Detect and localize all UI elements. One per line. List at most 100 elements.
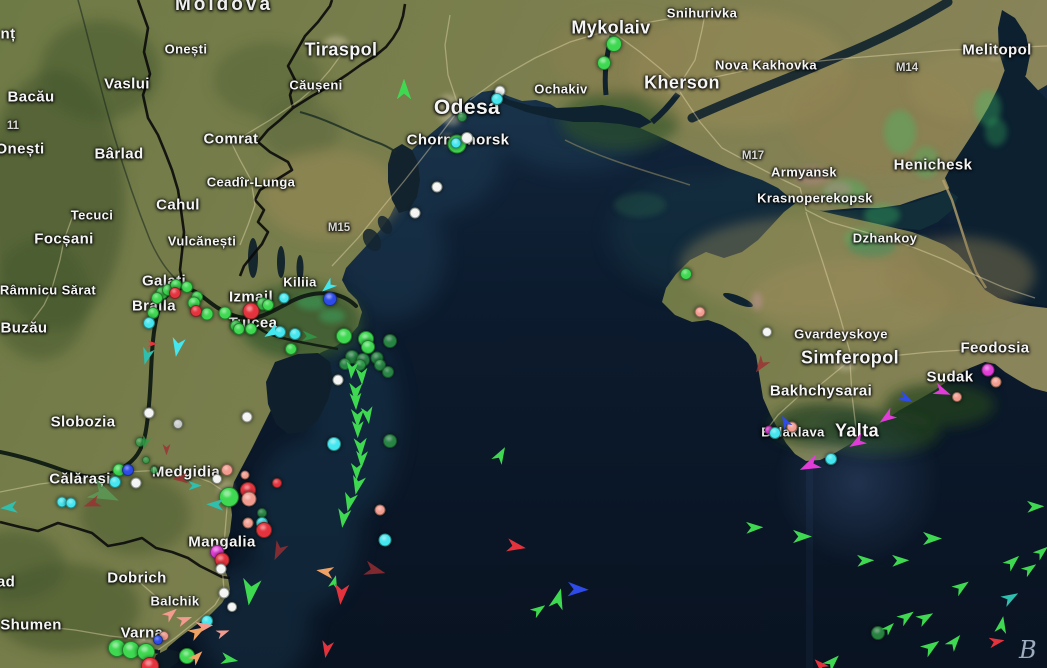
vessel-dot-salmon[interactable] xyxy=(242,517,254,529)
vessel-arrow-redDim[interactable] xyxy=(751,355,772,377)
vessel-arrow-green[interactable] xyxy=(896,607,918,628)
vessel-dot-green[interactable] xyxy=(285,343,297,355)
vessel-arrow-green[interactable] xyxy=(491,444,511,466)
vessel-arrow-green[interactable] xyxy=(1020,560,1039,579)
vessel-dot-gray[interactable] xyxy=(173,419,183,429)
vessel-dot-white[interactable] xyxy=(762,327,772,337)
vessel-arrow-green[interactable] xyxy=(1002,551,1024,572)
vessel-arrow-orange[interactable] xyxy=(315,564,334,580)
vessel-dot-greenDim[interactable] xyxy=(383,434,397,448)
vessel-dot-white[interactable] xyxy=(461,132,473,144)
vessel-arrow-salmon[interactable] xyxy=(176,612,194,628)
vessel-arrow-magenta[interactable] xyxy=(933,383,954,402)
vessel-arrow-redDim[interactable] xyxy=(267,539,289,563)
vessel-arrow-green[interactable] xyxy=(951,577,973,598)
vessel-dot-green[interactable] xyxy=(606,36,622,52)
vessel-dot-salmon[interactable] xyxy=(990,376,1002,388)
vessel-dot-cyan[interactable] xyxy=(109,476,121,488)
vessel-arrow-teal[interactable] xyxy=(0,501,18,516)
vessel-arrow-green[interactable] xyxy=(919,634,943,657)
vessel-arrow-salmon[interactable] xyxy=(161,605,180,624)
vessel-dot-salmon[interactable] xyxy=(786,421,798,433)
vessel-arrow-magenta[interactable] xyxy=(796,453,822,477)
vessel-arrow-green[interactable] xyxy=(923,531,942,546)
vessel-dot-salmon[interactable] xyxy=(694,306,706,318)
vessel-arrow-green[interactable] xyxy=(1027,500,1045,514)
vessel-arrow-red[interactable] xyxy=(332,583,350,605)
vessel-dot-salmon[interactable] xyxy=(374,504,386,516)
vessel-dot-greenDim[interactable] xyxy=(142,456,150,464)
vessel-dot-greenDim[interactable] xyxy=(354,359,366,371)
vessel-dot-green[interactable] xyxy=(233,323,245,335)
vessel-dot-white[interactable] xyxy=(409,207,421,219)
vessel-arrow-teal[interactable] xyxy=(1000,588,1022,608)
vessel-dot-green[interactable] xyxy=(181,281,193,293)
vessel-dot-red[interactable] xyxy=(256,522,272,538)
vessel-dot-cyan[interactable] xyxy=(143,317,155,329)
vessel-dot-cyan[interactable] xyxy=(825,453,837,465)
vessel-arrow-green[interactable] xyxy=(220,652,239,668)
vessel-dot-blue[interactable] xyxy=(153,635,163,645)
vessel-arrow-green[interactable] xyxy=(547,586,568,610)
vessel-arrow-green[interactable] xyxy=(238,577,262,606)
vessel-arrow-red[interactable] xyxy=(148,340,158,348)
vessel-arrow-green[interactable] xyxy=(793,529,812,544)
vessel-dot-blue[interactable] xyxy=(323,292,337,306)
vessel-arrow-salmon[interactable] xyxy=(215,626,231,640)
vessel-arrow-teal[interactable] xyxy=(206,498,224,512)
vessel-dot-green[interactable] xyxy=(218,306,232,320)
vessel-dot-salmon[interactable] xyxy=(952,392,962,402)
vessel-arrow-green[interactable] xyxy=(994,615,1010,634)
vessel-dot-green[interactable] xyxy=(361,340,375,354)
vessel-dot-salmon[interactable] xyxy=(240,470,250,480)
vessel-dot-red[interactable] xyxy=(169,287,181,299)
vessel-dot-greenDim[interactable] xyxy=(383,334,397,348)
vessel-dot-salmon[interactable] xyxy=(241,491,257,507)
vessel-arrow-blue[interactable] xyxy=(567,580,588,597)
vessel-dot-greenDim[interactable] xyxy=(457,112,467,122)
vessel-dot-greenDim[interactable] xyxy=(150,466,158,474)
vessel-arrow-magenta[interactable] xyxy=(846,433,868,453)
vessel-arrow-green[interactable] xyxy=(857,554,875,568)
vessel-dot-greenDim[interactable] xyxy=(382,366,394,378)
vessel-arrow-redDim[interactable] xyxy=(172,472,188,485)
vessel-dot-red[interactable] xyxy=(242,302,260,320)
vessel-arrow-green[interactable] xyxy=(892,554,910,568)
vessel-dot-green[interactable] xyxy=(151,292,163,304)
vessel-arrow-green[interactable] xyxy=(334,508,351,529)
vessel-arrow-green[interactable] xyxy=(1032,543,1047,562)
vessel-arrow-magenta[interactable] xyxy=(876,408,898,429)
vessel-dot-cyan[interactable] xyxy=(327,437,341,451)
vessel-dot-greenDim[interactable] xyxy=(871,626,885,640)
vessel-dot-red[interactable] xyxy=(272,478,282,488)
vessel-dot-cyan[interactable] xyxy=(378,533,392,547)
vessel-arrow-green[interactable] xyxy=(396,78,412,100)
vessel-arrow-cyan[interactable] xyxy=(168,336,186,357)
vessel-dot-green[interactable] xyxy=(219,487,239,507)
vessel-arrow-teal[interactable] xyxy=(188,481,201,492)
vessel-arrow-red[interactable] xyxy=(319,640,335,659)
vessel-dot-green[interactable] xyxy=(200,307,214,321)
vessel-dot-cyan[interactable] xyxy=(450,137,462,149)
vessel-arrow-teal[interactable] xyxy=(138,347,155,367)
vessel-dot-green[interactable] xyxy=(262,299,274,311)
vessel-dot-red[interactable] xyxy=(190,305,202,317)
vessel-arrow-green[interactable] xyxy=(529,601,548,620)
vessel-dot-white[interactable] xyxy=(212,474,222,484)
vessel-arrow-red[interactable] xyxy=(988,635,1005,649)
vessel-dot-red[interactable] xyxy=(141,657,159,668)
vessel-arrow-greenDim[interactable] xyxy=(302,330,318,343)
vessel-arrow-green[interactable] xyxy=(915,608,937,628)
vessel-dot-cyan[interactable] xyxy=(278,292,290,304)
vessel-dot-white[interactable] xyxy=(332,374,344,386)
vessel-dot-white[interactable] xyxy=(215,563,227,575)
vessel-dot-cyan[interactable] xyxy=(289,328,301,340)
vessel-arrow-green[interactable] xyxy=(944,631,965,653)
vessel-dot-magenta[interactable] xyxy=(981,363,995,377)
vessel-dot-white[interactable] xyxy=(227,602,237,612)
vessel-arrow-red[interactable] xyxy=(505,537,526,555)
vessel-dot-green[interactable] xyxy=(680,268,692,280)
vessel-dot-green[interactable] xyxy=(336,328,352,344)
vessel-dot-cyan[interactable] xyxy=(769,427,781,439)
